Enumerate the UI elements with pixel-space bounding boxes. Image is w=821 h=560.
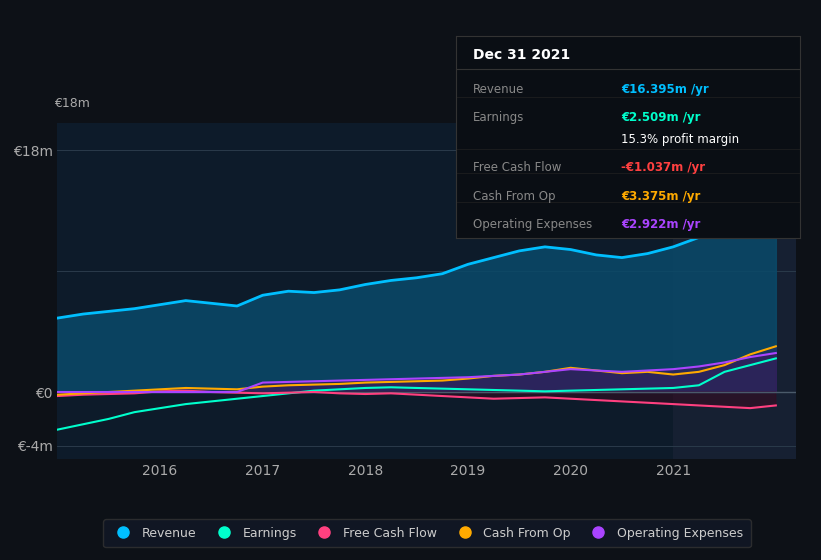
Text: €18m: €18m	[54, 97, 89, 110]
Text: Earnings: Earnings	[473, 111, 525, 124]
Text: Operating Expenses: Operating Expenses	[473, 218, 592, 231]
Bar	[673, 123, 796, 459]
Text: €16.395m /yr: €16.395m /yr	[621, 83, 709, 96]
Text: €3.375m /yr: €3.375m /yr	[621, 190, 700, 203]
Text: €2.922m /yr: €2.922m /yr	[621, 218, 700, 231]
Text: €2.509m /yr: €2.509m /yr	[621, 111, 700, 124]
Text: 15.3% profit margin: 15.3% profit margin	[621, 133, 739, 146]
Text: Free Cash Flow: Free Cash Flow	[473, 161, 562, 174]
Text: -€1.037m /yr: -€1.037m /yr	[621, 161, 705, 174]
Legend: Revenue, Earnings, Free Cash Flow, Cash From Op, Operating Expenses: Revenue, Earnings, Free Cash Flow, Cash …	[103, 519, 750, 547]
Text: Dec 31 2021: Dec 31 2021	[473, 49, 570, 63]
Text: Cash From Op: Cash From Op	[473, 190, 555, 203]
Text: Revenue: Revenue	[473, 83, 525, 96]
